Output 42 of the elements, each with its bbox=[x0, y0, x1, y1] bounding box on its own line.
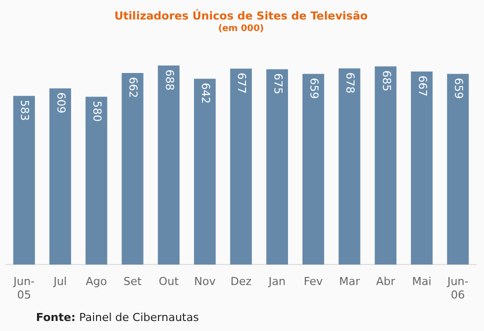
x-tick-label: Jan bbox=[268, 275, 286, 288]
x-tick-label: Set bbox=[124, 275, 142, 288]
data-label: 678 bbox=[344, 72, 357, 94]
x-tick-label: Dez bbox=[230, 275, 252, 288]
bar bbox=[49, 88, 72, 265]
bar bbox=[338, 68, 360, 265]
data-label: 677 bbox=[235, 72, 248, 94]
x-tick-label: Jun-06 bbox=[446, 275, 469, 302]
bar bbox=[447, 74, 469, 265]
bar bbox=[230, 68, 252, 265]
data-label: 659 bbox=[307, 78, 320, 99]
data-label: 659 bbox=[452, 78, 466, 99]
bar bbox=[374, 66, 396, 265]
x-tick-label: Ago bbox=[86, 275, 108, 288]
x-tick-label: Fev bbox=[304, 275, 324, 288]
data-label: 675 bbox=[271, 73, 284, 94]
data-label: 609 bbox=[54, 92, 68, 114]
data-label: 583 bbox=[18, 100, 32, 121]
x-tick-label: Mai bbox=[412, 275, 432, 288]
data-label: 688 bbox=[162, 69, 176, 90]
bar bbox=[158, 65, 180, 265]
data-label: 662 bbox=[126, 77, 140, 98]
data-label: 642 bbox=[198, 82, 212, 104]
x-tick-label: Jul bbox=[52, 275, 67, 288]
bar bbox=[302, 74, 324, 265]
bar bbox=[410, 72, 433, 265]
bar bbox=[266, 69, 288, 265]
x-tick-label: Abr bbox=[376, 275, 396, 288]
chart-title: Utilizadores Únicos de Sites de Televisão bbox=[114, 8, 368, 22]
bar bbox=[13, 96, 35, 265]
x-tick-label: Nov bbox=[194, 275, 216, 288]
x-tick-label: Mar bbox=[339, 275, 360, 288]
data-label: 685 bbox=[380, 70, 393, 92]
bar bbox=[86, 96, 108, 265]
x-tick-label: Jun-05 bbox=[12, 275, 35, 302]
data-label: 580 bbox=[90, 100, 104, 122]
source-note: Fonte: Painel de Cibernautas bbox=[36, 311, 199, 324]
x-tick-label: Out bbox=[158, 275, 180, 288]
data-label: 667 bbox=[416, 76, 429, 97]
bar bbox=[122, 73, 144, 265]
chart-subtitle: (em 000) bbox=[218, 24, 264, 34]
bar bbox=[194, 78, 216, 265]
